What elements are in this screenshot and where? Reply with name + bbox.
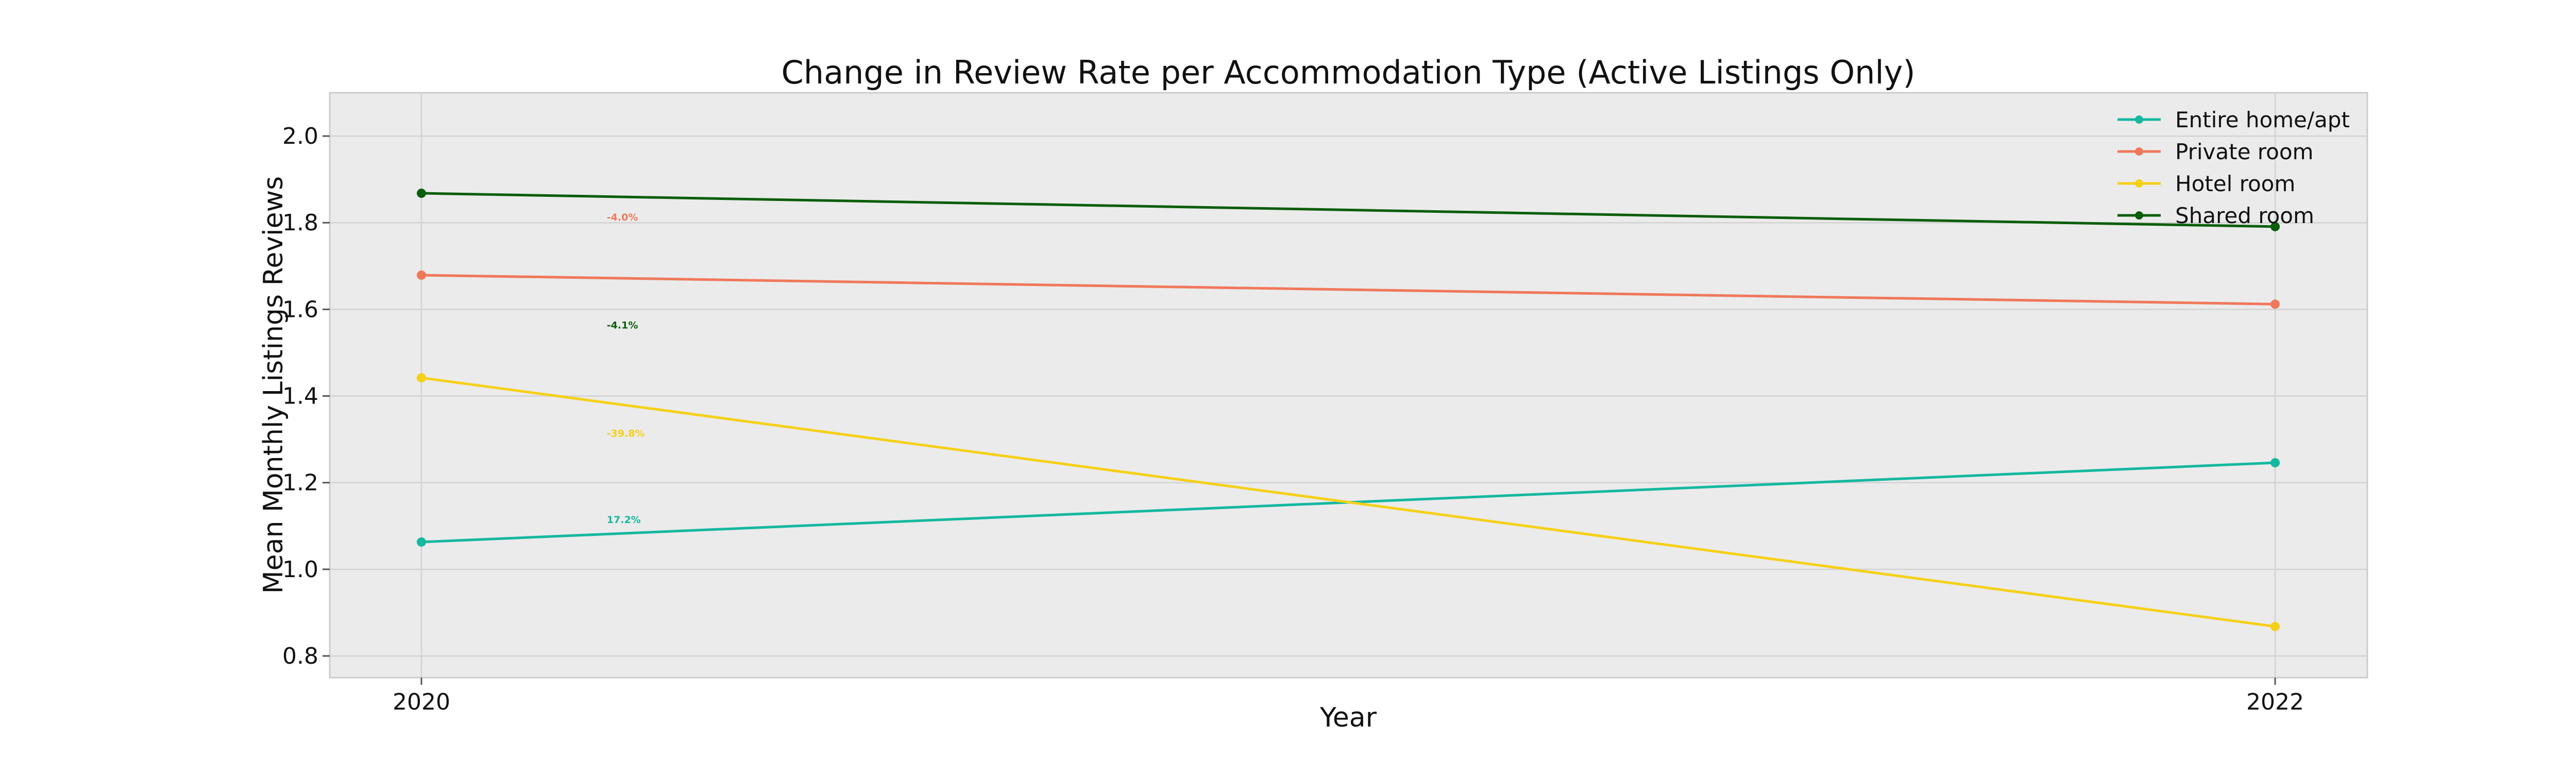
y-tick-label: 0.8 bbox=[282, 643, 318, 669]
series-point bbox=[2270, 458, 2280, 467]
legend-label: Private room bbox=[2175, 139, 2313, 164]
series-point bbox=[2270, 299, 2280, 309]
series-point bbox=[417, 270, 426, 280]
x-tick-label: 2020 bbox=[393, 689, 450, 715]
change-annotation: -4.0% bbox=[607, 212, 638, 223]
plot-area bbox=[329, 92, 2368, 679]
y-axis: 0.8 1.0 1.2 1.4 1.6 1.8 2.0 bbox=[282, 123, 330, 669]
legend-marker bbox=[2135, 147, 2143, 156]
series-point bbox=[2270, 621, 2280, 631]
series-point bbox=[417, 189, 426, 198]
x-tick-label: 2022 bbox=[2246, 689, 2304, 715]
x-axis-label: Year bbox=[1319, 702, 1377, 733]
y-tick-label: 2.0 bbox=[282, 123, 318, 149]
series-lines bbox=[417, 189, 2280, 631]
x-axis: 2020 2022 bbox=[393, 678, 2304, 715]
legend: Entire home/apt Private room Hotel room Sha… bbox=[2117, 107, 2350, 228]
change-annotation: -39.8% bbox=[607, 428, 645, 440]
legend-label: Entire home/apt bbox=[2175, 107, 2350, 132]
annotations: -4.0% -4.1% -39.8% 17.2% bbox=[607, 212, 645, 526]
y-tick-label: 1.6 bbox=[282, 296, 318, 323]
legend-label: Hotel room bbox=[2175, 171, 2295, 196]
series-point bbox=[417, 537, 426, 547]
y-axis-label: Mean Monthly Listings Reviews bbox=[258, 176, 289, 594]
series-line bbox=[421, 376, 2276, 628]
legend-marker bbox=[2135, 211, 2143, 220]
legend-marker bbox=[2135, 179, 2143, 188]
legend-marker bbox=[2135, 115, 2143, 124]
series-line bbox=[421, 192, 2276, 228]
y-tick-label: 1.0 bbox=[282, 557, 318, 583]
y-tick-label: 1.8 bbox=[282, 210, 318, 236]
series-point bbox=[2270, 222, 2280, 231]
y-tick-label: 1.2 bbox=[282, 470, 318, 496]
series-point bbox=[417, 373, 426, 383]
legend-label: Shared room bbox=[2175, 203, 2314, 228]
change-annotation: -4.1% bbox=[607, 319, 638, 331]
series-line bbox=[421, 274, 2276, 306]
chart-title: Change in Review Rate per Accommodation … bbox=[781, 54, 1915, 91]
y-tick-label: 1.4 bbox=[282, 383, 318, 410]
change-annotation: 17.2% bbox=[607, 514, 641, 526]
grid-lines bbox=[330, 93, 2367, 678]
